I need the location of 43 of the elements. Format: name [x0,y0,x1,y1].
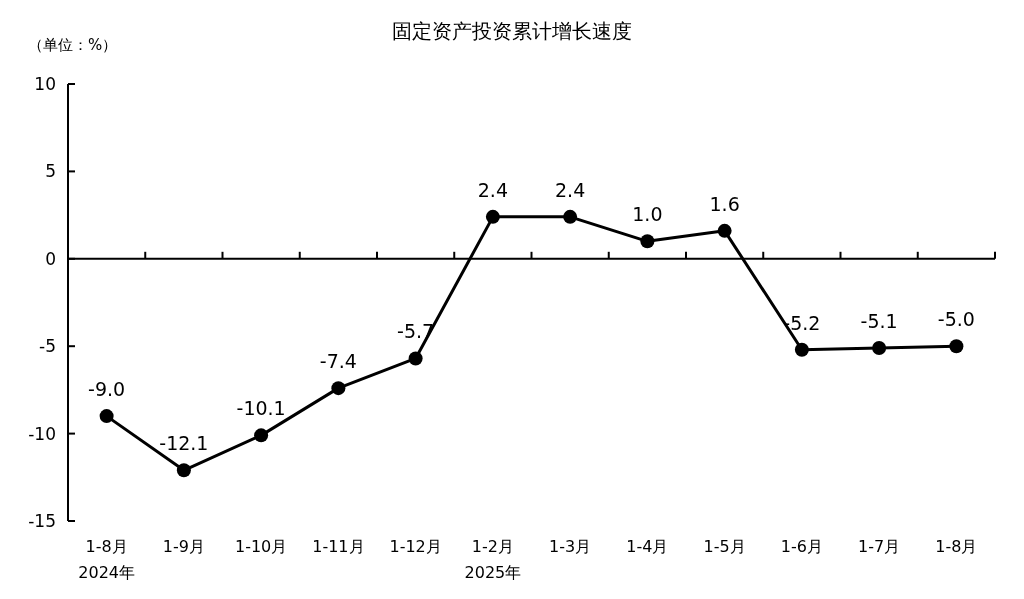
x-tick-label: 1-8月 2024年 [78,537,135,582]
text: -5.2 [783,311,821,334]
text: 2.4 [477,178,508,201]
text: -10.1 [236,397,286,420]
x-tick-label: 1-2月 2025年 [464,537,522,582]
point [640,234,655,249]
y-tick-label: 5 [45,161,56,182]
text: 2.4 [555,178,586,201]
text: 1.6 [709,192,740,215]
y-tick-label: 0 [45,248,56,269]
point [794,342,809,357]
point [99,409,114,424]
text: -5.0 [937,308,975,331]
y-tick-label: -10 [28,423,56,444]
y-tick-label: -15 [28,511,56,531]
x-tick-label: 1-10月 [234,537,288,556]
chart-title: 固定资产投资累计增长速度 [392,19,632,43]
y-axis-title: （单位：%） [28,36,118,54]
x-tick-label: 1-11月 [312,537,365,556]
x-tick-label: 1-12月 [389,537,442,556]
point [408,351,423,366]
x-tick-label: 1-5月 [703,537,746,556]
point [717,223,732,238]
point [485,209,500,224]
text: -5.1 [860,309,898,332]
text: 1.0 [632,203,663,226]
point [254,428,269,443]
x-tick-label: 1-6月 [780,537,823,556]
text: -9.0 [88,378,126,401]
y-tick-label: 10 [34,74,56,94]
y-tick-label: -5 [39,336,56,357]
point [176,463,191,478]
x-tick-label: 1-8月 [935,537,978,556]
point [563,209,578,224]
x-tick-label: 1-9月 [162,537,205,556]
text: -12.1 [159,432,209,455]
point [949,339,964,354]
x-tick-label: 1-3月 [549,537,592,556]
x-tick-label: 1-4月 [626,537,669,556]
point [872,340,887,355]
point [331,381,346,396]
x-tick-label: 1-7月 [858,537,901,556]
text: -7.4 [319,350,357,373]
